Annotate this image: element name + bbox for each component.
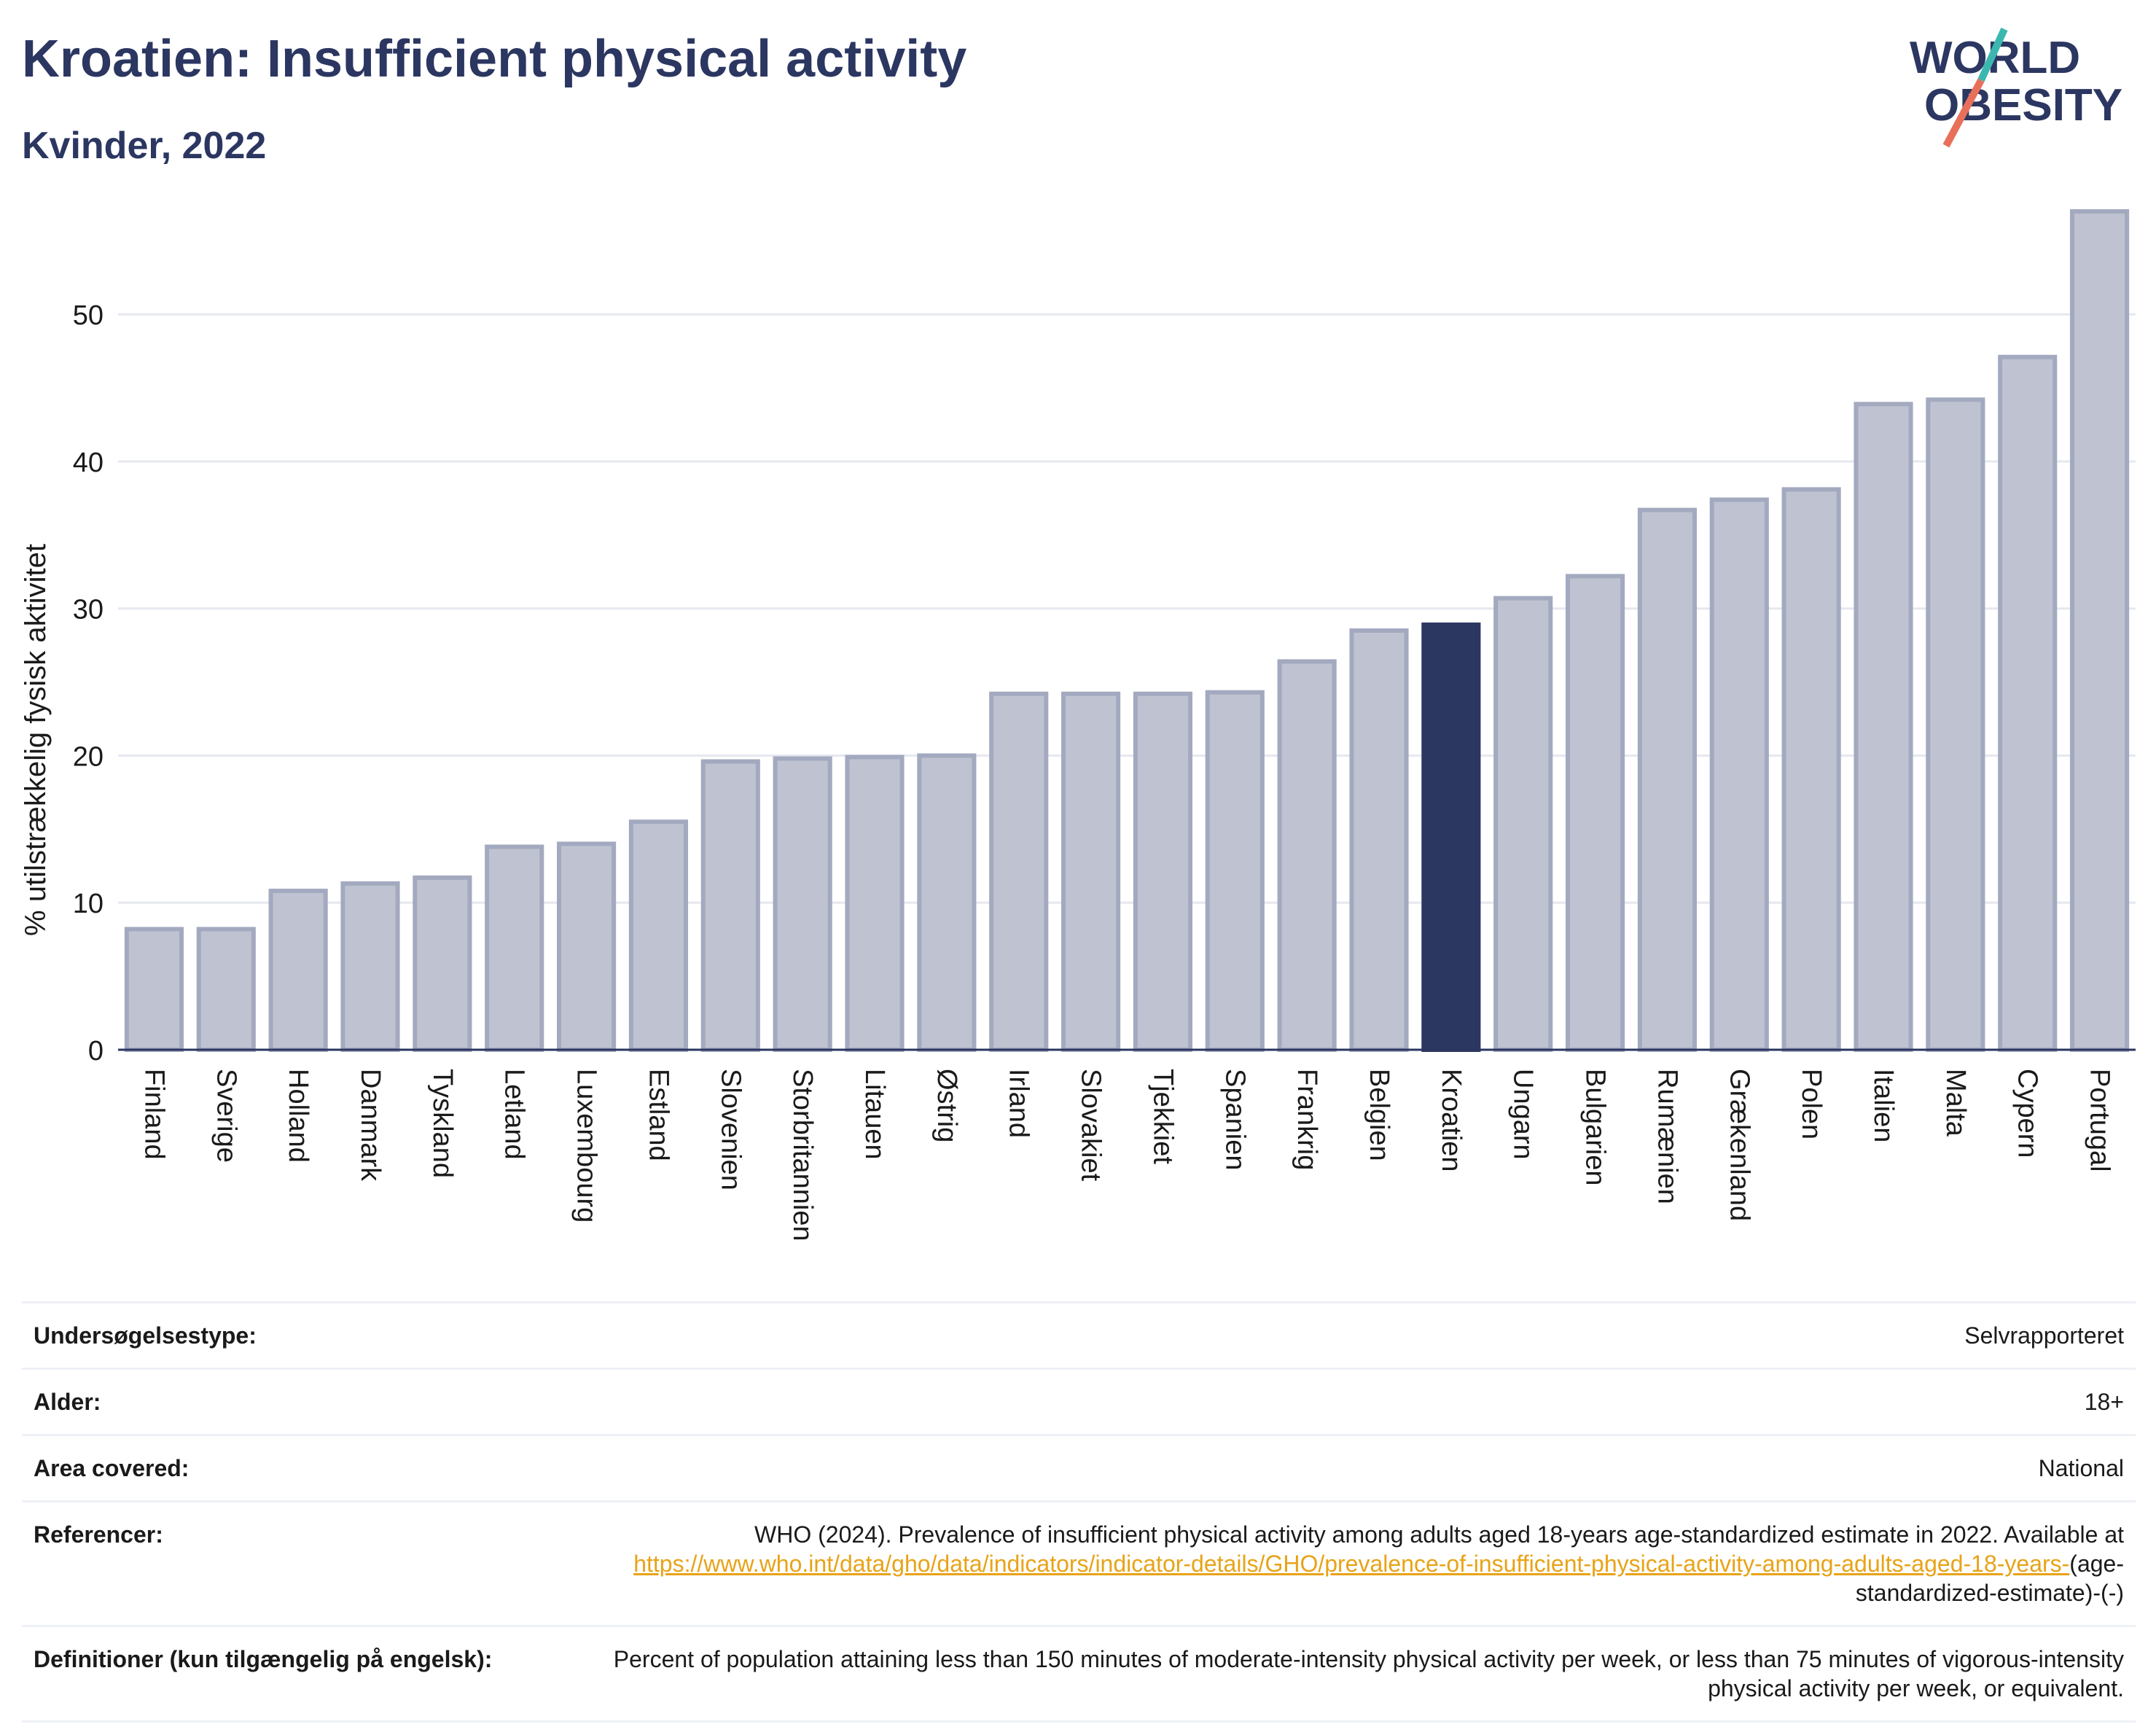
y-tick-label: 50	[73, 300, 103, 331]
bar-irland	[989, 691, 1049, 1052]
info-value-reference: WHO (2024). Prevalence of insufficient p…	[593, 1520, 2124, 1607]
x-tick-label: Grækenland	[1724, 1069, 1754, 1221]
bar-holland	[268, 889, 328, 1053]
info-value: Selvrapporteret	[1964, 1322, 2124, 1349]
x-tick-label: Slovakiet	[1076, 1069, 1106, 1182]
bar-letland	[485, 844, 544, 1052]
x-tick-label: Italien	[1868, 1069, 1899, 1142]
x-tick-label: Estland	[643, 1069, 673, 1161]
x-tick-label: Østrig	[931, 1069, 962, 1142]
x-tick-label: Slovenien	[715, 1069, 746, 1190]
chart-title: Kroatien: Insufficient physical activity	[22, 30, 967, 88]
bar-chart: 0 10 20 30 40 50 Finland Sverige Holland Danmark T…	[20, 209, 2136, 1241]
reference-suffix: (age-standardized-estimate)-(-)	[1855, 1551, 2124, 1606]
x-tick-label: Ungarn	[1508, 1069, 1539, 1160]
logo-slash-teal	[1977, 27, 2008, 82]
bar-malta	[1926, 397, 1985, 1052]
logo-slash-coral	[1942, 78, 1985, 148]
reference-link[interactable]: https://www.who.int/data/gho/data/indica…	[633, 1551, 2070, 1577]
bar-portugal	[2070, 209, 2130, 1052]
x-tick-label: Litauen	[859, 1069, 890, 1160]
bar-sverige	[196, 927, 256, 1052]
y-tick-label: 10	[73, 889, 103, 919]
info-value: National	[2038, 1455, 2124, 1481]
info-row-age: Alder: 18+	[22, 1368, 2136, 1434]
x-tick-label: Tyskland	[427, 1069, 458, 1178]
info-row-survey-type: Undersøgelsestype: Selvrapporteret	[22, 1301, 2136, 1368]
bar-belgien	[1349, 628, 1409, 1052]
x-tick-label: Holland	[283, 1069, 313, 1163]
bar-slovakiet	[1061, 691, 1121, 1052]
x-tick-label: Spanien	[1219, 1069, 1250, 1170]
y-tick-label: 0	[88, 1036, 103, 1067]
bar-bulgarien	[1566, 574, 1625, 1052]
x-tick-label: Kroatien	[1436, 1069, 1466, 1172]
info-label: Undersøgelsestype:	[34, 1322, 257, 1349]
x-tick-label: Cypern	[2012, 1069, 2043, 1158]
bar-østrig	[917, 753, 977, 1052]
logo-text-obesity: OBESITY	[1924, 80, 2122, 130]
info-label: Area covered:	[34, 1455, 190, 1481]
reference-text: WHO (2024). Prevalence of insufficient p…	[754, 1521, 2124, 1548]
info-label: Referencer:	[34, 1521, 163, 1548]
x-tick-label: Malta	[1940, 1069, 1971, 1137]
x-tick-label: Luxembourg	[571, 1069, 602, 1223]
bar-tjekkiet	[1133, 691, 1192, 1052]
bars	[124, 209, 2130, 1053]
x-tick-label: Polen	[1796, 1069, 1827, 1139]
bar-frankrig	[1277, 659, 1337, 1052]
x-tick-label: Bulgarien	[1580, 1069, 1611, 1186]
x-tick-label: Sverige	[211, 1069, 241, 1163]
info-value: 18+	[2084, 1389, 2124, 1415]
bar-luxembourg	[557, 841, 617, 1053]
x-tick-label: Danmark	[355, 1069, 386, 1182]
bar-storbritannien	[773, 756, 832, 1052]
bar-tyskland	[413, 875, 472, 1053]
bar-danmark	[340, 881, 400, 1052]
y-tick-label: 40	[73, 448, 103, 478]
info-value: Percent of population attaining less tha…	[613, 1646, 2124, 1701]
info-row-references: Referencer: WHO (2024). Prevalence of in…	[22, 1500, 2136, 1625]
bar-spanien	[1205, 690, 1265, 1052]
x-tick-label: Finland	[138, 1069, 169, 1160]
bar-kroatien	[1421, 622, 1481, 1052]
info-table: Undersøgelsestype: Selvrapporteret Alder…	[22, 1301, 2136, 1723]
bar-rumænien	[1637, 507, 1697, 1052]
bar-slovenien	[700, 759, 760, 1052]
chart-subtitle: Kvinder, 2022	[22, 125, 267, 167]
x-tick-label: Belgien	[1364, 1069, 1394, 1161]
bar-polen	[1781, 487, 1841, 1052]
x-tick-label: Letland	[499, 1069, 530, 1160]
bar-litauen	[845, 755, 905, 1053]
x-tick-label: Irland	[1004, 1069, 1034, 1138]
info-label: Alder:	[34, 1389, 101, 1415]
x-tick-label: Rumænien	[1652, 1069, 1682, 1204]
info-row-definitions: Definitioner (kun tilgængelig på engelsk…	[22, 1625, 2136, 1723]
info-row-area: Area covered: National	[22, 1434, 2136, 1500]
bar-finland	[124, 927, 184, 1052]
bar-ungarn	[1493, 596, 1553, 1052]
world-obesity-logo: WORLD OBESITY	[1910, 27, 2122, 148]
info-label: Definitioner (kun tilgængelig på engelsk…	[34, 1646, 493, 1672]
x-tick-label: Portugal	[2085, 1069, 2115, 1172]
bar-italien	[1854, 402, 1913, 1053]
y-tick-label: 20	[73, 741, 103, 772]
y-tick-label: 30	[73, 595, 103, 625]
y-axis-label: % utilstrækkelig fysisk aktivitet	[20, 544, 52, 936]
x-tick-label: Frankrig	[1292, 1069, 1322, 1170]
x-tick-label: Tjekkiet	[1147, 1069, 1178, 1164]
bar-cypern	[1998, 354, 2058, 1053]
x-tick-label: Storbritannien	[787, 1069, 818, 1241]
axes: 0 10 20 30 40 50 Finland Sverige Holland Danmark T…	[73, 300, 2136, 1241]
bar-estland	[628, 819, 688, 1052]
bar-grækenland	[1709, 497, 1769, 1052]
